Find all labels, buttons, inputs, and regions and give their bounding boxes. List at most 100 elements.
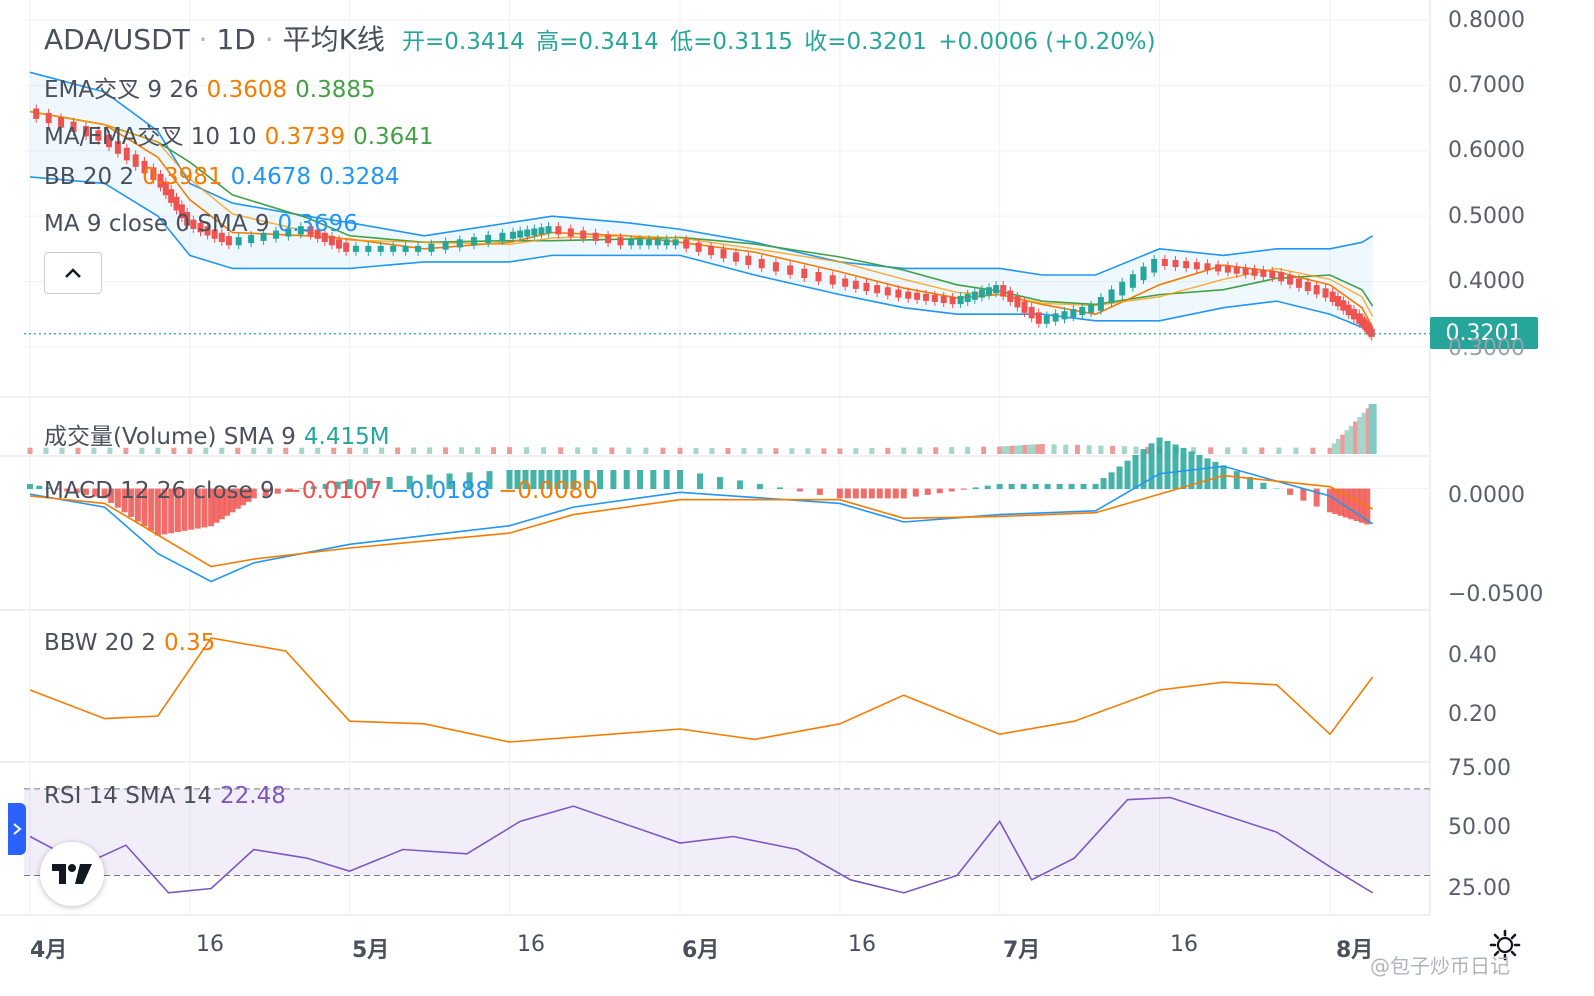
legend-rsi[interactable]: RSI 14 SMA 14 22.48 — [44, 783, 286, 809]
volume-bar — [693, 447, 699, 454]
candle-body — [663, 239, 670, 246]
candle-body — [70, 121, 77, 132]
candle-body — [978, 289, 985, 298]
volume-bar — [139, 447, 145, 454]
bbw-line — [29, 637, 1374, 743]
macd-histogram-bar — [82, 488, 89, 495]
macd-histogram-bar — [900, 488, 907, 499]
macd-histogram-bar — [54, 488, 61, 490]
candle-body — [402, 245, 409, 252]
volume-bar — [1344, 430, 1350, 454]
candle-body — [1313, 285, 1320, 295]
candle-body — [1161, 258, 1168, 267]
macd-histogram-bar — [984, 485, 991, 490]
candle-body — [1000, 285, 1007, 297]
tradingview-logo[interactable] — [40, 842, 104, 906]
macd-histogram-bar — [1148, 443, 1155, 490]
legend-bb[interactable]: BB 20 2 0.3981 0.4678 0.3284 — [44, 164, 400, 190]
legend-bbw-value: 0.35 — [164, 630, 216, 656]
date-axis-label: 8月 — [1336, 938, 1374, 963]
macd-histogram-bar — [27, 483, 33, 490]
legend-ema[interactable]: EMA交叉 9 26 0.3608 0.3885 — [44, 70, 376, 104]
bbw-axis-label: 0.20 — [1448, 702, 1497, 727]
macd-histogram-bar — [208, 488, 215, 527]
side-panel-toggle[interactable] — [8, 803, 26, 855]
macd-histogram-bar — [736, 480, 743, 490]
symbol-label[interactable]: ADA/USDT — [44, 23, 190, 56]
candle-body — [314, 229, 321, 239]
volume-bar — [475, 447, 481, 454]
macd-histogram-bar — [73, 488, 80, 494]
candle-body — [1287, 275, 1294, 285]
volume-bar — [43, 447, 49, 454]
candle-body — [352, 245, 359, 252]
candle-body — [732, 252, 739, 262]
candle-body — [567, 228, 574, 237]
price-axis-label: 0.7000 — [1448, 73, 1525, 98]
volume-bar — [1276, 447, 1282, 454]
volume-bar — [299, 447, 305, 454]
candle-body — [1035, 312, 1042, 324]
candle-body — [605, 234, 612, 244]
legend-ma[interactable]: MA 9 close 0 SMA 9 0.3696 — [44, 211, 358, 237]
macd-signal-line — [29, 474, 1373, 568]
macd-histogram-bar — [960, 488, 967, 490]
candle-body — [456, 239, 463, 248]
macd-histogram-bar — [796, 488, 803, 492]
macd-histogram-bar — [1080, 483, 1087, 490]
legend-bbw[interactable]: BBW 20 2 0.35 — [44, 630, 215, 656]
chart-header: ADA/USDT · 1D · 平均K线 — [44, 23, 385, 56]
macd-histogram-bar — [201, 488, 208, 528]
candle-body — [225, 236, 232, 246]
candle-body — [1278, 272, 1285, 282]
macd-histogram-bar — [245, 488, 252, 502]
candle-body — [1295, 278, 1302, 288]
macd-histogram-bar — [1204, 458, 1211, 490]
macd-histogram-bar — [948, 488, 955, 492]
candle-body — [517, 230, 524, 238]
macd-histogram-bar — [852, 488, 859, 499]
volume-bar — [267, 447, 273, 454]
macd-histogram-bar — [141, 488, 148, 527]
rsi-axis-label: 50.00 — [1448, 815, 1511, 840]
volume-bar — [1336, 439, 1342, 454]
legend-volume[interactable]: 成交量(Volume) SMA 9 4.415M — [44, 417, 390, 451]
macd-histogram-bar — [816, 488, 823, 495]
volume-bar — [1018, 445, 1024, 454]
macd-histogram-bar — [876, 488, 883, 499]
volume-bar — [187, 447, 193, 454]
macd-histogram-bar — [868, 488, 875, 499]
collapse-legend-button[interactable] — [44, 252, 102, 294]
candle-body — [695, 242, 702, 252]
macd-histogram-bar — [1056, 483, 1063, 490]
legend-maema[interactable]: MA/EMA交叉 10 10 0.3739 0.3641 — [44, 117, 434, 151]
legend-macd-v3: −0.0080 — [498, 478, 598, 504]
macd-histogram-bar — [1358, 488, 1365, 523]
volume-bar — [524, 447, 530, 454]
legend-macd[interactable]: MACD 12 26 close 9 −0.0107 −0.0188 −0.0080 — [44, 478, 598, 504]
volume-bar — [917, 447, 923, 454]
macd-histogram-bar — [486, 471, 493, 490]
macd-histogram-bar — [1164, 440, 1171, 490]
candle-body — [390, 245, 397, 252]
candle-body — [1151, 258, 1158, 273]
macd-histogram-bar — [224, 488, 231, 516]
candle-body — [377, 245, 384, 252]
volume-bar — [283, 447, 289, 454]
macd-histogram-bar — [1332, 488, 1339, 515]
legend-macd-v2: −0.0188 — [390, 478, 491, 504]
legend-bb-v1: 0.3981 — [142, 164, 223, 190]
macd-histogram-bar — [101, 488, 108, 499]
macd-histogram-bar — [108, 488, 115, 503]
candle-body — [524, 229, 531, 237]
macd-histogram-bar — [322, 483, 329, 490]
macd-histogram-bar — [1327, 488, 1333, 513]
date-axis-label: 16 — [196, 932, 224, 957]
candle-body — [971, 291, 978, 300]
interval-label[interactable]: 1D — [216, 23, 256, 56]
candle-body — [1021, 301, 1028, 313]
gear-icon[interactable] — [1488, 928, 1522, 962]
chart-style-label: 平均K线 — [282, 23, 385, 56]
candle-body — [922, 293, 929, 301]
